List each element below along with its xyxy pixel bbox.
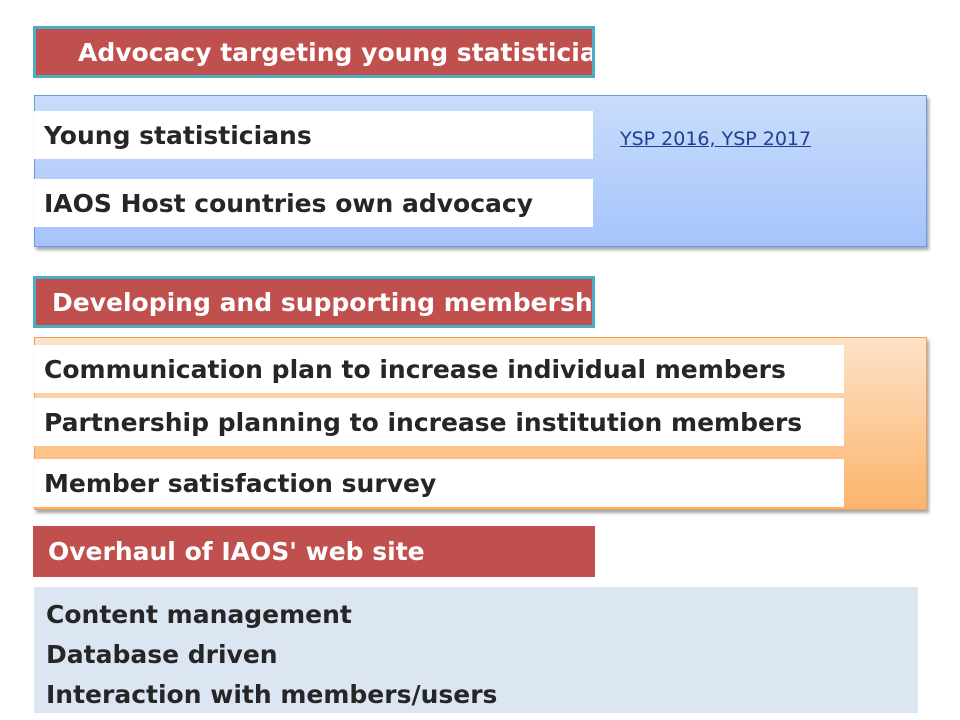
membership-item-label: Partnership planning to increase institu… [44,407,803,437]
ysp-link[interactable]: YSP 2016, YSP 2017 [620,128,812,150]
website-line-interaction: Interaction with members/users [46,680,498,709]
advocacy-item-host-countries: IAOS Host countries own advocacy [34,179,593,227]
website-line-database-driven: Database driven [46,640,278,669]
website-details-box: Content management Database driven Inter… [34,587,918,713]
section-header-advocacy-text: Advocacy targeting young statisticians [78,37,595,67]
membership-item-label: Communication plan to increase individua… [44,354,786,384]
membership-item-partnership-planning: Partnership planning to increase institu… [34,398,844,446]
membership-item-communication-plan: Communication plan to increase individua… [34,345,844,393]
section-header-membership-text: Developing and supporting membership [52,287,595,317]
website-line-content-management: Content management [46,600,352,629]
section-header-website: Overhaul of IAOS' web site [33,526,595,577]
advocacy-item-label: Young statisticians [44,120,312,150]
membership-item-label: Member satisfaction survey [44,468,437,498]
advocacy-item-young-statisticians: Young statisticians [34,111,593,159]
membership-item-satisfaction-survey: Member satisfaction survey [34,459,844,507]
advocacy-item-label: IAOS Host countries own advocacy [44,188,534,218]
section-header-advocacy: Advocacy targeting young statisticians [33,26,595,78]
section-header-website-text: Overhaul of IAOS' web site [48,537,425,566]
section-header-membership: Developing and supporting membership [33,276,595,328]
